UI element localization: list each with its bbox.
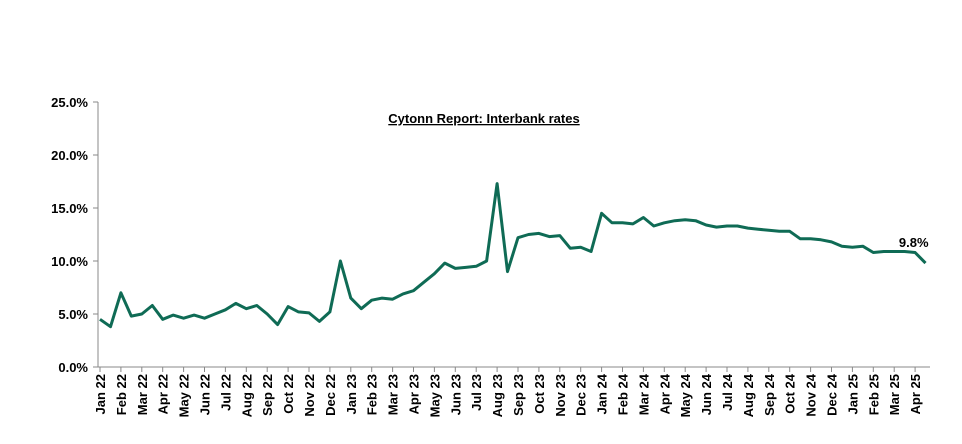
x-tick-label: Oct 23 xyxy=(532,374,547,414)
x-tick-label: Feb 25 xyxy=(866,374,881,415)
x-tick-label: Apr 23 xyxy=(407,374,422,414)
y-tick-label: 15.0% xyxy=(51,201,88,216)
x-tick-label: Sep 24 xyxy=(762,373,777,416)
x-tick-label: Feb 22 xyxy=(114,374,129,415)
x-tick-label: Dec 24 xyxy=(825,373,840,416)
y-tick-label: 0.0% xyxy=(58,360,88,375)
data-label: 9.8% xyxy=(899,235,929,250)
x-tick-label: Mar 24 xyxy=(636,373,651,415)
x-tick-label: Mar 22 xyxy=(135,374,150,415)
x-tick-label: Aug 23 xyxy=(490,374,505,417)
x-tick-label: Jan 23 xyxy=(344,374,359,414)
x-tick-label: Dec 23 xyxy=(574,374,589,416)
series-line xyxy=(99,182,927,329)
x-tick-label: Oct 24 xyxy=(783,373,798,414)
x-tick-label: Feb 23 xyxy=(365,374,380,415)
x-tick-label: Sep 23 xyxy=(511,374,526,416)
x-tick-label: Jun 22 xyxy=(198,374,213,415)
x-tick-label: Nov 24 xyxy=(804,373,819,416)
y-tick-label: 20.0% xyxy=(51,148,88,163)
x-tick-label: Apr 24 xyxy=(657,373,672,414)
x-tick-label: Nov 22 xyxy=(302,374,317,417)
x-tick-label: Jan 24 xyxy=(595,373,610,414)
chart-title: Cytonn Report: Interbank rates xyxy=(388,111,579,126)
x-tick-label: Dec 22 xyxy=(323,374,338,416)
x-tick-label: Mar 23 xyxy=(386,374,401,415)
x-tick-label: Oct 22 xyxy=(281,374,296,414)
x-tick-label: Aug 22 xyxy=(239,374,254,417)
y-tick-label: 25.0% xyxy=(51,95,88,110)
x-tick-label: May 24 xyxy=(678,373,693,417)
x-tick-label: Jun 24 xyxy=(699,373,714,415)
x-tick-label: Mar 25 xyxy=(887,374,902,415)
x-tick-label: Nov 23 xyxy=(553,374,568,417)
y-tick-label: 5.0% xyxy=(58,307,88,322)
x-tick-label: Jan 22 xyxy=(93,374,108,414)
x-tick-label: Jul 23 xyxy=(469,374,484,411)
y-tick-label: 10.0% xyxy=(51,254,88,269)
x-tick-label: Jun 23 xyxy=(448,374,463,415)
x-tick-label: Jul 22 xyxy=(218,374,233,411)
x-tick-label: Apr 25 xyxy=(908,374,923,414)
x-tick-label: Aug 24 xyxy=(741,373,756,417)
x-tick-label: May 23 xyxy=(427,374,442,417)
x-tick-label: Feb 24 xyxy=(616,373,631,415)
x-tick-label: Apr 22 xyxy=(156,374,171,414)
x-tick-label: Jan 25 xyxy=(845,374,860,414)
x-tick-label: Sep 22 xyxy=(260,374,275,416)
x-tick-label: Jul 24 xyxy=(720,373,735,411)
x-tick-label: May 22 xyxy=(177,374,192,417)
